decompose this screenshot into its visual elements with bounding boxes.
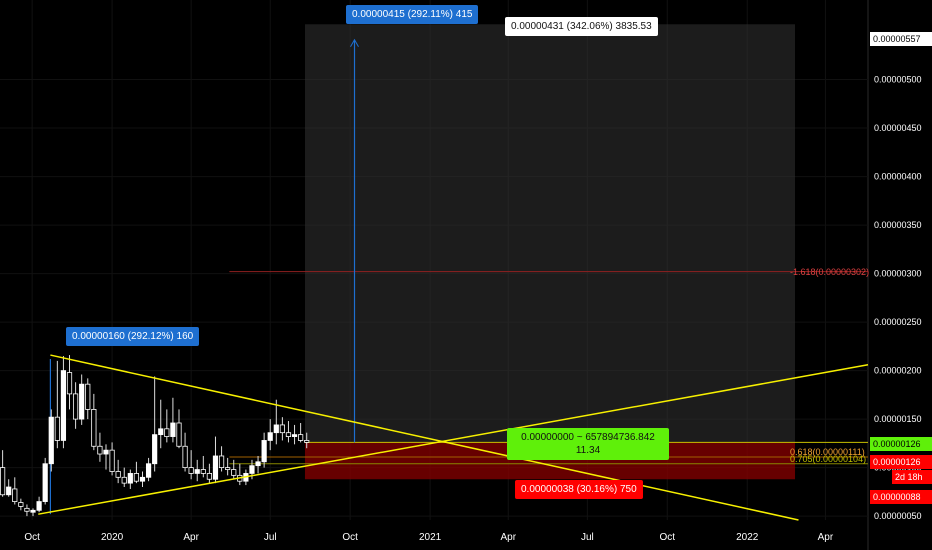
y-tick-label: 0.00000350 [874,220,922,230]
y-tick-label: 0.00000500 [874,75,922,85]
candle-body[interactable] [24,507,30,512]
y-tick-label: 0.00000400 [874,172,922,182]
candle-body[interactable] [231,469,237,476]
candle-body[interactable] [206,473,212,480]
axis-tag-top: 0.00000557 [870,32,932,46]
candle-body[interactable] [164,428,170,437]
y-tick-label: 0.00000300 [874,269,922,279]
fib-1618-label: -1.618(0.00000302) [790,267,870,277]
axis-tag-price-green: 0.00000126 [870,437,932,451]
candle-body[interactable] [170,422,176,437]
candle-body[interactable] [176,422,182,447]
fib-0618-label: 0.618(0.00000111) [790,447,865,457]
candle-body[interactable] [267,432,273,441]
position-ratio: 11.34 [575,445,601,456]
candle-body[interactable] [6,486,12,496]
candle-body[interactable] [0,467,6,496]
candle-body[interactable] [109,449,115,472]
position-label[interactable]: 0.00000000 ~ 657894736.842 11.34 [507,428,669,460]
candle-body[interactable] [152,434,158,465]
y-tick-label: 0.00000250 [874,317,922,327]
x-axis[interactable]: Oct 2020 Apr Jul Oct 2021 Apr Jul Oct 2022 Apr [24,532,834,543]
candle-body[interactable] [60,370,67,441]
candle-body[interactable] [54,416,60,441]
candle-body[interactable] [200,469,206,474]
candles[interactable] [0,355,310,517]
y-tick-label: 0.00000450 [874,123,922,133]
position-quantity: 0.00000000 ~ 657894736.842 [521,432,655,443]
candle-body[interactable] [188,467,194,474]
candle-body[interactable] [12,488,18,502]
candle-body[interactable] [115,471,121,478]
measure-label-1[interactable]: 0.00000160 (292.12%) 160 [66,327,200,346]
candle-body[interactable] [18,502,24,507]
candle-body[interactable] [79,383,85,420]
candle-body[interactable] [218,455,225,469]
candle-body[interactable] [291,434,298,437]
candle-body[interactable] [30,509,36,513]
candle-body[interactable] [279,424,285,434]
triangle-upper-line[interactable] [50,354,799,521]
candle-body[interactable] [249,465,255,474]
stop-label[interactable]: 0.00000038 (30.16%) 750 [515,480,643,499]
candle-body[interactable] [91,409,97,447]
candle-body[interactable] [194,469,200,474]
x-tick-label: Jul [264,532,277,543]
x-tick-label: Apr [183,532,199,543]
triangle-lower-line[interactable] [38,364,869,515]
x-tick-label: 2020 [101,532,124,543]
x-tick-label: Oct [342,532,358,543]
candle-body[interactable] [139,476,146,482]
x-tick-label: 2022 [736,532,759,543]
countdown-tag: 2d 18h [892,470,932,484]
candle-body[interactable] [42,463,48,502]
y-tick-label: 0.00000150 [874,414,922,424]
measure-label-2[interactable]: 0.00000415 (292.11%) 415 [346,5,479,24]
candle-body[interactable] [158,428,164,436]
candle-body[interactable] [36,501,42,511]
x-tick-label: 2021 [419,532,442,543]
axis-tag-stop: 0.00000088 [870,490,932,504]
candle-body[interactable] [85,383,91,410]
position-zones [49,24,868,515]
x-tick-label: Jul [581,532,594,543]
candle-body[interactable] [133,473,140,482]
candle-body[interactable] [97,445,103,455]
candle-body[interactable] [225,467,231,470]
axis-tag-price-red: 0.00000126 [870,455,932,469]
candle-body[interactable] [182,445,188,469]
candle-body[interactable] [48,416,54,465]
trendlines[interactable] [38,354,869,521]
candle-body[interactable] [72,393,79,420]
target-zone [304,24,796,443]
y-tick-label: 0.00000050 [874,511,922,521]
candle-body[interactable] [285,432,292,437]
x-tick-label: Oct [660,532,676,543]
candle-body[interactable] [298,434,304,441]
x-tick-label: Apr [501,532,517,543]
arrow-head-icon [350,38,359,48]
candle-body[interactable] [255,461,261,467]
target-label[interactable]: 0.00000431 (342.06%) 3835.53 [505,17,658,36]
candle-body[interactable] [66,372,73,395]
x-tick-label: Oct [24,532,40,543]
candle-body[interactable] [121,476,127,484]
candle-body[interactable] [103,449,109,455]
candle-body[interactable] [304,440,310,443]
fib-0705-label: 0.705(0.00000104) [790,454,867,464]
candle-body[interactable] [127,473,133,484]
x-tick-label: Apr [818,532,834,543]
candle-body[interactable] [261,440,267,463]
candle-body[interactable] [145,463,152,478]
y-tick-label: 0.00000200 [874,366,922,376]
candle-body[interactable] [273,424,279,434]
candle-body[interactable] [212,455,219,480]
